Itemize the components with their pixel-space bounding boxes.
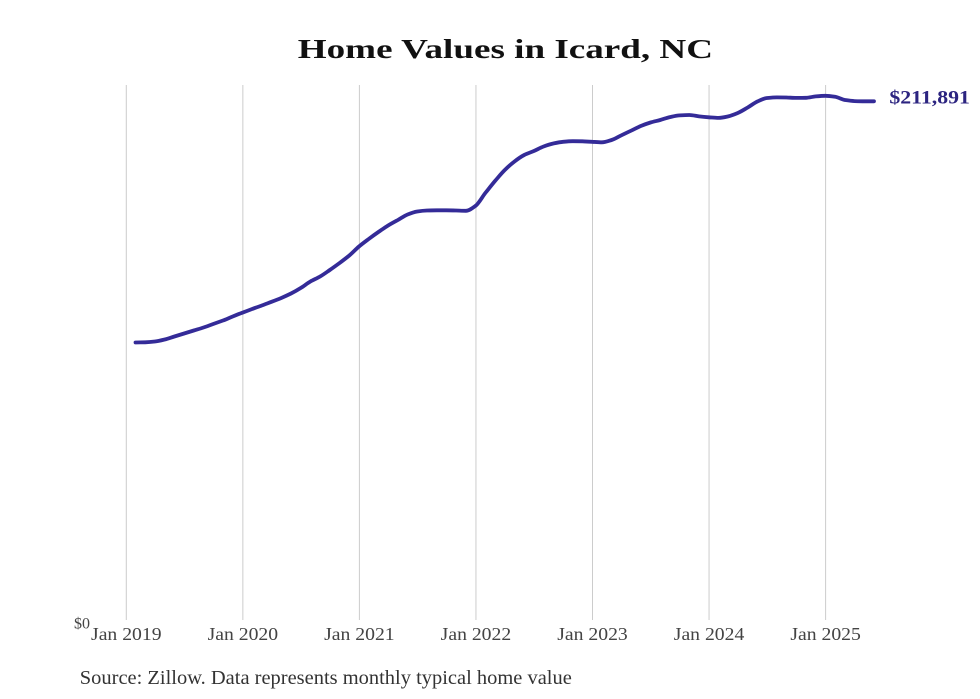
svg-text:Jan 2022: Jan 2022 (441, 624, 512, 644)
svg-text:$211,891: $211,891 (889, 89, 970, 109)
svg-text:Home Values in Icard, NC: Home Values in Icard, NC (298, 34, 713, 65)
svg-text:Jan 2024: Jan 2024 (674, 624, 745, 644)
svg-text:Jan 2023: Jan 2023 (557, 624, 628, 644)
svg-text:Source: Zillow. Data represent: Source: Zillow. Data represents monthly … (80, 667, 572, 689)
svg-text:$0: $0 (74, 616, 90, 633)
svg-text:Jan 2025: Jan 2025 (790, 624, 861, 644)
svg-text:Jan 2021: Jan 2021 (324, 624, 395, 644)
svg-text:Jan 2019: Jan 2019 (91, 624, 162, 644)
svg-text:Jan 2020: Jan 2020 (208, 624, 279, 644)
